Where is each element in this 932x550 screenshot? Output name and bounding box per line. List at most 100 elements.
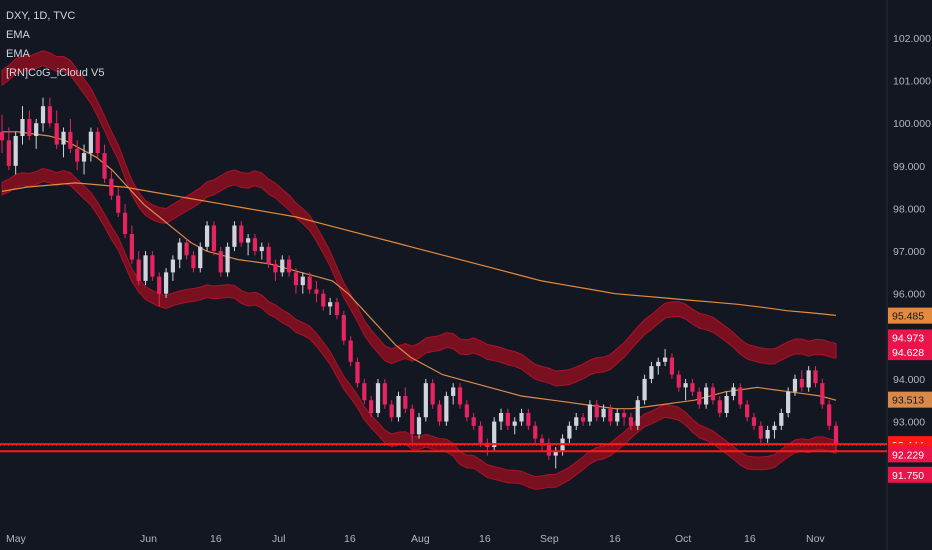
time-tick-label: 16 <box>344 533 356 545</box>
candle-body <box>95 131 100 154</box>
legend-ema-1[interactable]: EMA <box>6 29 30 41</box>
candle-body <box>170 259 176 273</box>
time-tick-label: Jun <box>140 533 157 545</box>
candle-body <box>615 413 620 422</box>
time-tick-label: 16 <box>210 533 222 545</box>
candle-body <box>252 238 258 252</box>
legend-cog-icloud[interactable]: [RN]CoG_iCloud V5 <box>6 67 105 79</box>
candle-body <box>437 404 442 422</box>
candle-body <box>683 383 688 388</box>
candle-body <box>122 212 128 235</box>
candle-body <box>608 408 613 422</box>
candle-body <box>34 123 39 137</box>
candle-body <box>54 123 59 145</box>
time-tick-label: 16 <box>479 533 491 545</box>
candle-body <box>177 242 182 260</box>
candle-body <box>81 153 87 162</box>
candle-body <box>211 225 217 252</box>
candle-body <box>143 255 148 281</box>
candle-body <box>68 131 73 149</box>
candle-body <box>75 148 80 162</box>
candle-body <box>225 246 230 273</box>
candle-body <box>341 314 346 341</box>
price-label-box <box>888 446 932 463</box>
cloud-upper-band <box>1 50 837 387</box>
price-label-text: 93.513 <box>892 395 924 407</box>
candle-body <box>717 400 722 413</box>
candle-body <box>567 425 572 439</box>
candle-body <box>662 357 668 362</box>
candle-body <box>348 340 353 362</box>
candle-body <box>88 131 93 154</box>
candle-body <box>656 361 661 367</box>
ema-lines <box>1 131 837 410</box>
candle-body <box>519 413 524 422</box>
candle-body <box>362 383 367 401</box>
legend-ema-2[interactable]: EMA <box>6 48 30 60</box>
candle-body <box>690 383 695 392</box>
time-tick-label: Nov <box>806 533 825 545</box>
candle-body <box>464 404 469 418</box>
price-tick-label: 93.000 <box>893 417 925 429</box>
candle-body <box>47 106 52 124</box>
price-label-text: 91.750 <box>892 470 924 482</box>
price-label-box <box>888 329 932 346</box>
candle-body <box>621 413 627 418</box>
candle-body <box>827 404 832 426</box>
candle-body <box>61 131 66 145</box>
horizontal-levels[interactable] <box>0 443 887 453</box>
time-tick-label: Sep <box>540 533 559 545</box>
candle-body <box>321 293 326 307</box>
candle-body <box>457 387 463 405</box>
candle-body <box>546 442 551 456</box>
candle-body <box>218 251 223 273</box>
candle-body <box>191 255 196 269</box>
candle-body <box>669 357 675 375</box>
price-tick-label: 97.000 <box>893 246 925 258</box>
candle-body <box>163 272 169 294</box>
candle-body <box>786 391 791 413</box>
time-axis[interactable]: May Jun 16 Jul 16 Aug 16 Sep 16 Oct 16 Nov <box>6 533 825 545</box>
ema-slow-line <box>1 182 837 316</box>
candle-body <box>416 417 422 435</box>
candle-body <box>129 234 134 260</box>
candle-body <box>27 118 32 137</box>
candle-body <box>704 387 709 405</box>
time-tick-label: Aug <box>411 533 430 545</box>
price-tick-label: 98.000 <box>893 203 925 215</box>
candle-body <box>526 413 531 426</box>
candle-body <box>382 383 387 405</box>
candle-body <box>102 153 107 179</box>
time-tick-label: May <box>6 533 27 545</box>
candle-body <box>833 425 839 445</box>
candle-body <box>375 383 381 413</box>
candle-body <box>820 383 825 405</box>
candle-body <box>724 395 729 413</box>
candle-body <box>396 395 401 418</box>
time-tick-label: 16 <box>609 533 621 545</box>
candle-body <box>150 255 155 277</box>
price-tick-label: 99.000 <box>893 161 925 173</box>
candle-body <box>751 417 757 426</box>
candle-body <box>184 242 189 256</box>
candle-body <box>444 395 449 422</box>
candle-body <box>745 404 750 418</box>
candle-body <box>451 387 456 396</box>
candle-body <box>710 387 716 401</box>
candle-body <box>430 383 435 405</box>
price-axis[interactable]: 102.000 101.000 100.000 99.000 98.000 97.000 9… <box>888 33 932 483</box>
candle-body <box>116 195 121 213</box>
candle-body <box>273 263 278 273</box>
ema-fast-line <box>2 131 837 410</box>
candle-body <box>574 417 579 426</box>
candle-body <box>799 378 804 388</box>
legend-symbol[interactable]: DXY, 1D, TVC <box>6 10 76 22</box>
candle-body <box>492 421 497 448</box>
candle-body <box>314 289 319 294</box>
candle-body <box>779 413 784 426</box>
candle-body <box>628 417 634 426</box>
candle-body <box>280 259 285 273</box>
price-label-box <box>888 391 932 408</box>
price-label-text: 94.973 <box>892 332 924 344</box>
